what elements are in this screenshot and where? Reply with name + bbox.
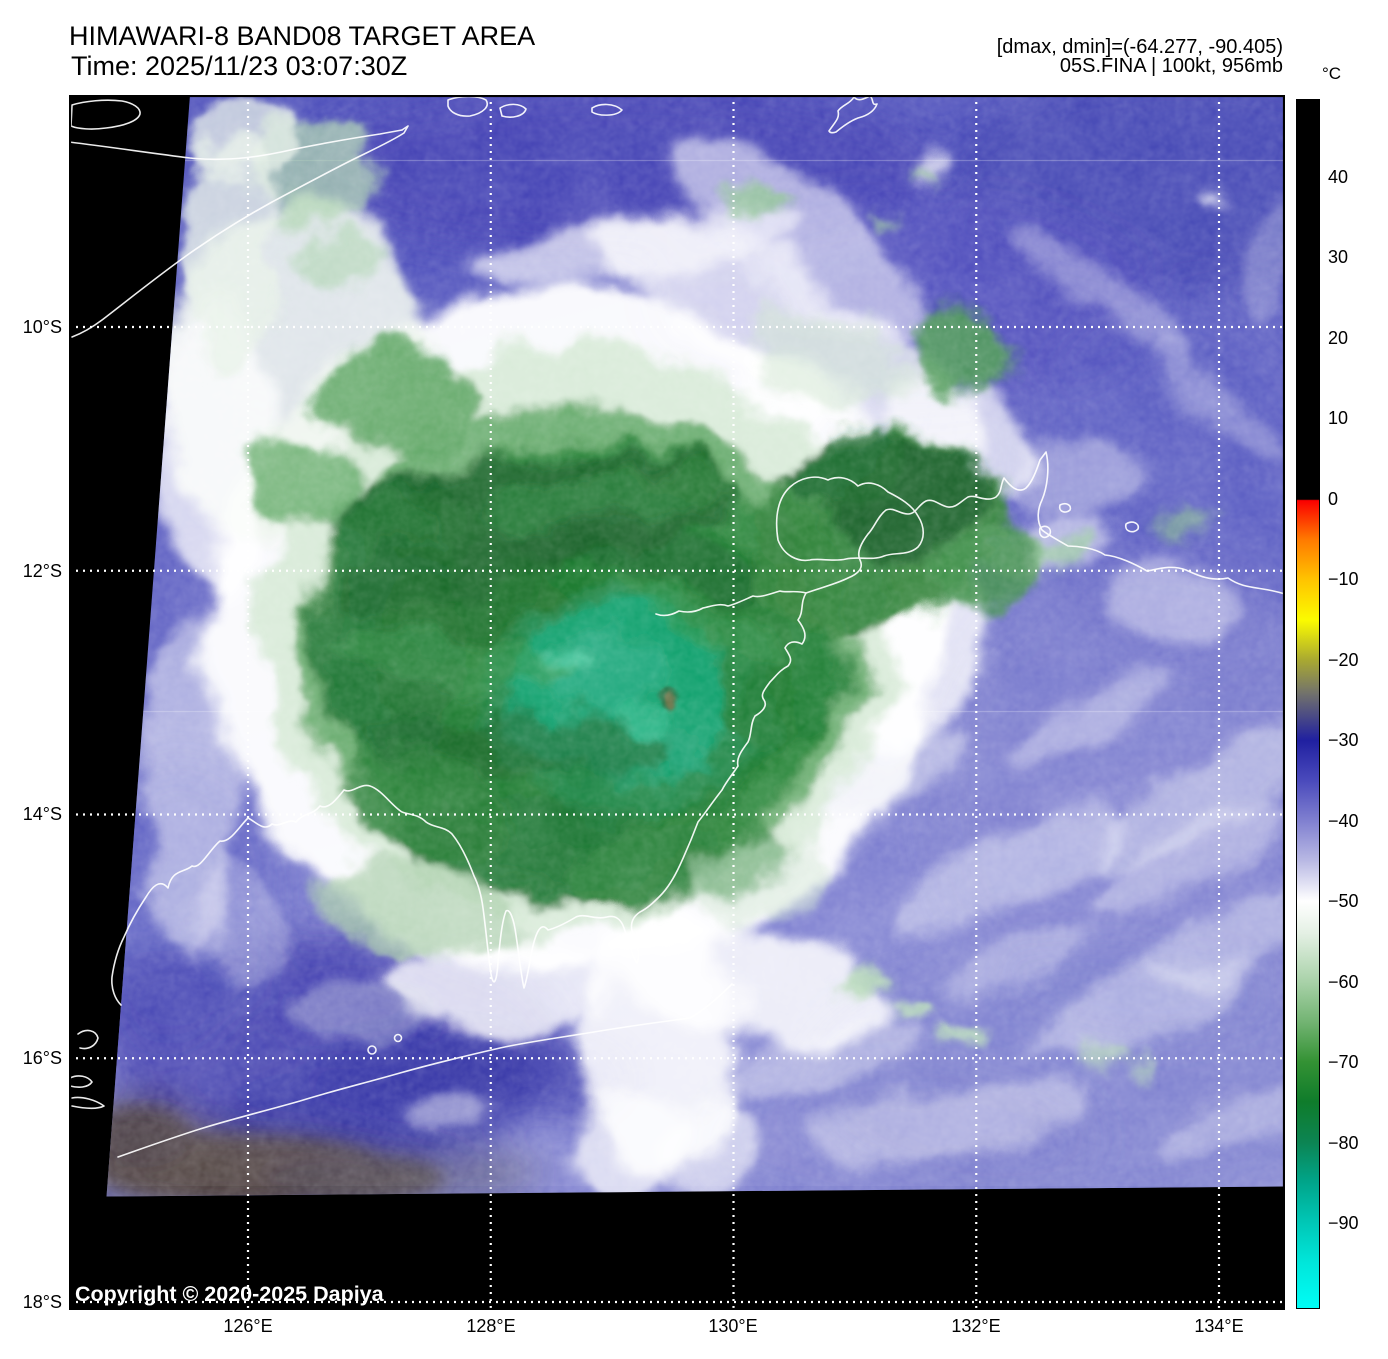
svg-text:Copyright © 2020-2025 Dapiya: Copyright © 2020-2025 Dapiya <box>75 1282 385 1306</box>
